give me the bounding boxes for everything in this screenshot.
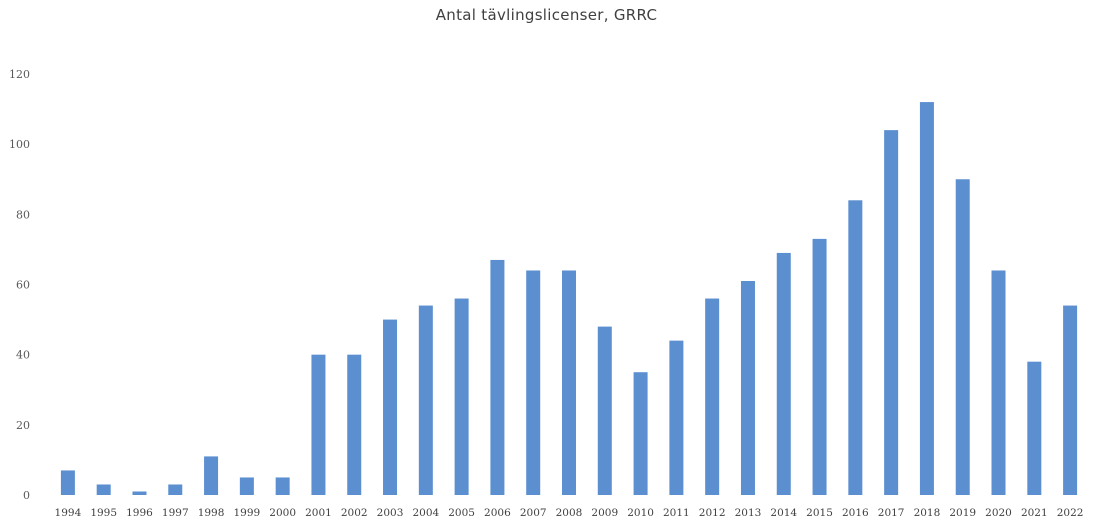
x-tick-label: 2009 (591, 507, 618, 519)
bar-2015 (812, 238, 827, 495)
x-tick-label: 2008 (556, 507, 583, 519)
x-tick-label: 2015 (806, 507, 833, 519)
bar-2002 (347, 354, 362, 495)
y-tick-label: 80 (16, 208, 30, 221)
bar-2022 (1063, 305, 1078, 495)
bar-1995 (96, 484, 111, 495)
y-tick-label: 120 (9, 68, 30, 81)
bar-1999 (239, 477, 254, 495)
bar-2007 (526, 270, 541, 495)
bar-2005 (454, 298, 469, 495)
x-tick-label: 2001 (305, 507, 332, 519)
x-tick-label: 2019 (949, 507, 976, 519)
chart-title: Antal tävlingslicenser, GRRC (435, 6, 658, 24)
bar-2003 (383, 319, 398, 495)
x-tick-label: 2020 (985, 507, 1012, 519)
x-tick-label: 2004 (412, 507, 439, 519)
x-tick-label: 2013 (735, 507, 762, 519)
bar-1996 (132, 491, 147, 495)
bar-2021 (1027, 361, 1042, 495)
y-tick-label: 60 (16, 279, 30, 292)
bar-2001 (311, 354, 326, 495)
bar-2000 (275, 477, 290, 495)
bar-2012 (705, 298, 720, 495)
y-axis: 0 20 40 60 80 100 120 (9, 68, 30, 502)
bar-2017 (884, 130, 899, 495)
bar-2016 (848, 200, 863, 496)
x-tick-label: 2007 (520, 507, 547, 519)
bar-2010 (633, 372, 648, 495)
bar-2018 (919, 102, 934, 495)
bar-1994 (60, 470, 75, 495)
x-tick-label: 1998 (198, 507, 225, 519)
x-tick-label: 2010 (627, 507, 654, 519)
x-axis: 1994 1995 1996 1997 1998 1999 2000 2001 2002 2003… (55, 507, 1084, 519)
x-tick-label: 2022 (1057, 507, 1084, 519)
bar-2011 (669, 340, 684, 495)
bar-2013 (740, 280, 755, 495)
x-tick-label: 1995 (90, 507, 117, 519)
x-tick-label: 2018 (914, 507, 941, 519)
x-tick-label: 1996 (126, 507, 153, 519)
bar-2019 (955, 179, 970, 495)
y-tick-label: 40 (16, 349, 30, 362)
bar-1998 (204, 456, 219, 495)
x-tick-label: 2003 (377, 507, 404, 519)
x-tick-label: 2005 (448, 507, 475, 519)
x-tick-label: 2021 (1021, 507, 1048, 519)
x-tick-label: 2017 (878, 507, 905, 519)
bar-2004 (418, 305, 433, 495)
bars (60, 102, 1078, 496)
x-tick-label: 2014 (770, 507, 797, 519)
bar-2009 (597, 326, 612, 495)
x-tick-label: 2002 (341, 507, 368, 519)
x-tick-label: 1999 (233, 507, 260, 519)
x-tick-label: 1994 (55, 507, 82, 519)
y-tick-label: 0 (23, 489, 30, 502)
bar-2008 (562, 270, 576, 495)
x-tick-label: 2006 (484, 507, 511, 519)
bar-2014 (776, 252, 791, 495)
x-tick-label: 2011 (663, 507, 690, 519)
x-tick-label: 2012 (699, 507, 726, 519)
x-tick-label: 2016 (842, 507, 869, 519)
x-tick-label: 1997 (162, 507, 189, 519)
bar-2020 (991, 270, 1006, 495)
y-tick-label: 20 (16, 419, 30, 432)
x-tick-label: 2000 (269, 507, 296, 519)
bar-2006 (490, 259, 505, 495)
bar-1997 (168, 484, 183, 495)
y-tick-label: 100 (9, 138, 30, 151)
